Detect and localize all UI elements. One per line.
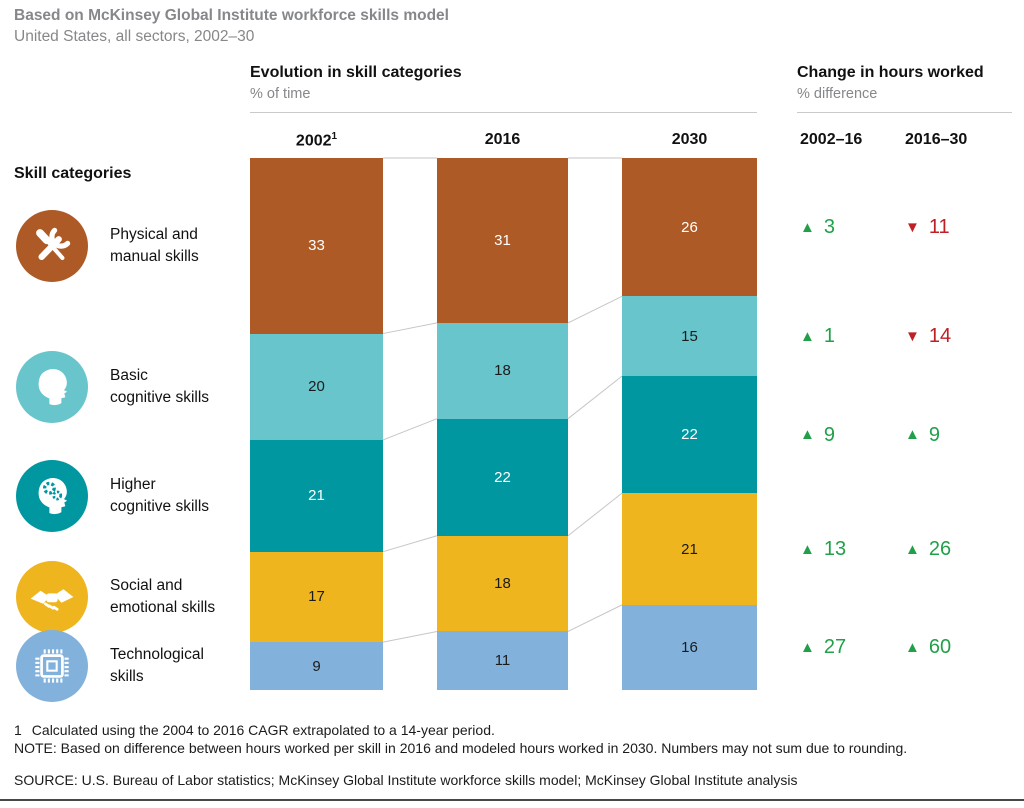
category-label: Social and emotional skills	[110, 577, 216, 616]
segment-2002-social-and-emotional-skills: 17	[250, 551, 383, 643]
change-cell-2002-16: ▲ 9	[800, 421, 905, 449]
triangle-down-icon: ▼	[905, 327, 920, 345]
category-row-social-emotional: Social and emotional skills	[16, 557, 248, 637]
change-cell-2016-30: ▲ 9	[905, 421, 1010, 449]
category-row-technological: Technological skills	[16, 626, 248, 706]
evolution-section-header: Evolution in skill categories % of time	[250, 64, 757, 113]
change-cell-2016-30: ▼ 14	[905, 322, 1010, 350]
category-row-physical-manual: Physical and manual skills	[16, 206, 248, 286]
segment-2030-basic-cognitive-skills: 15	[622, 296, 757, 377]
triangle-up-icon: ▲	[905, 540, 920, 558]
skill-categories-heading: Skill categories	[14, 165, 132, 182]
triangle-up-icon: ▲	[800, 638, 815, 656]
change-cell-2016-30: ▲ 26	[905, 535, 1010, 563]
change-row-physical-and-manual-skills: ▲ 3 ▼ 11	[800, 213, 1012, 241]
change-row-social-and-emotional-skills: ▲ 13 ▲ 26	[800, 535, 1012, 563]
head-icon	[16, 350, 88, 423]
triangle-up-icon: ▲	[905, 638, 920, 656]
change-cell-2016-30: ▲ 60	[905, 633, 1010, 661]
change-value: 9	[823, 423, 835, 446]
triangle-up-icon: ▲	[800, 540, 815, 558]
segment-2030-physical-and-manual-skills: 26	[622, 158, 757, 297]
change-column-header-2016-30: 2016–30	[905, 131, 968, 148]
change-cell-2002-16: ▲ 13	[800, 535, 905, 563]
divider	[797, 112, 1012, 113]
triangle-up-icon: ▲	[905, 426, 920, 444]
change-row-higher-cognitive-skills: ▲ 9 ▲ 9	[800, 421, 1012, 449]
page-subtitle: United States, all sectors, 2002–30	[14, 28, 255, 45]
change-value: 9	[928, 423, 940, 446]
handshake-icon	[16, 560, 88, 633]
change-cell-2002-16: ▲ 1	[800, 322, 905, 350]
head-gears-icon	[16, 459, 88, 532]
segment-2016-social-and-emotional-skills: 18	[437, 535, 568, 632]
change-column-header-2002-16: 2002–16	[800, 131, 863, 148]
change-row-technological-skills: ▲ 27 ▲ 60	[800, 633, 1012, 661]
category-label: Basic cognitive skills	[110, 367, 210, 406]
footnote-1: 1 Calculated using the 2004 to 2016 CAGR…	[14, 722, 495, 738]
bottom-rule	[0, 799, 1024, 801]
category-row-basic-cognitive: Basic cognitive skills	[16, 347, 248, 427]
triangle-up-icon: ▲	[800, 426, 815, 444]
change-title: Change in hours worked	[797, 64, 984, 81]
segment-2030-social-and-emotional-skills: 21	[622, 493, 757, 605]
change-value: 1	[823, 325, 835, 348]
segment-2030-higher-cognitive-skills: 22	[622, 376, 757, 494]
change-value: 3	[823, 216, 835, 239]
footnote-source: SOURCE: U.S. Bureau of Labor statistics;…	[14, 772, 798, 788]
year-label-2016: 2016	[484, 131, 521, 148]
evolution-unit: % of time	[250, 86, 311, 102]
triangle-down-icon: ▼	[905, 218, 920, 236]
chip-icon	[16, 630, 88, 703]
change-cell-2002-16: ▲ 3	[800, 213, 905, 241]
segment-2016-higher-cognitive-skills: 22	[437, 418, 568, 536]
change-row-basic-cognitive-skills: ▲ 1 ▼ 14	[800, 322, 1012, 350]
segment-2002-basic-cognitive-skills: 20	[250, 333, 383, 440]
segment-2002-physical-and-manual-skills: 33	[250, 158, 383, 334]
change-value: 60	[928, 636, 952, 659]
page-title: Based on McKinsey Global Institute workf…	[14, 7, 449, 24]
segment-2016-basic-cognitive-skills: 18	[437, 322, 568, 419]
segment-2016-physical-and-manual-skills: 31	[437, 158, 568, 323]
category-label: Technological skills	[110, 646, 204, 686]
change-section-header: Change in hours worked % difference	[797, 64, 1012, 113]
footnote-text: Calculated using the 2004 to 2016 CAGR e…	[31, 722, 495, 738]
change-value: 26	[928, 538, 952, 561]
triangle-up-icon: ▲	[800, 327, 815, 345]
segment-2016-technological-skills: 11	[437, 631, 568, 690]
category-row-higher-cognitive: Higher cognitive skills	[16, 456, 248, 536]
change-value: 14	[928, 325, 952, 348]
category-label: Higher cognitive skills	[110, 476, 210, 515]
change-unit: % difference	[797, 86, 878, 102]
year-label-2002: 20021	[295, 131, 338, 150]
change-value: 27	[823, 636, 847, 659]
category-label: Physical and manual skills	[110, 226, 199, 265]
segment-2002-higher-cognitive-skills: 21	[250, 439, 383, 552]
change-cell-2002-16: ▲ 27	[800, 633, 905, 661]
divider	[250, 112, 757, 113]
year-label-2030: 2030	[671, 131, 708, 148]
footnote-note: NOTE: Based on difference between hours …	[14, 740, 908, 756]
footnote-marker: 1	[14, 722, 22, 738]
segment-2030-technological-skills: 16	[622, 604, 757, 690]
evolution-title: Evolution in skill categories	[250, 64, 462, 81]
change-value: 11	[928, 216, 950, 239]
segment-2002-technological-skills: 9	[250, 642, 383, 690]
tools-icon	[16, 209, 88, 282]
change-cell-2016-30: ▼ 11	[905, 213, 1010, 241]
change-value: 13	[823, 538, 847, 561]
triangle-up-icon: ▲	[800, 218, 815, 236]
